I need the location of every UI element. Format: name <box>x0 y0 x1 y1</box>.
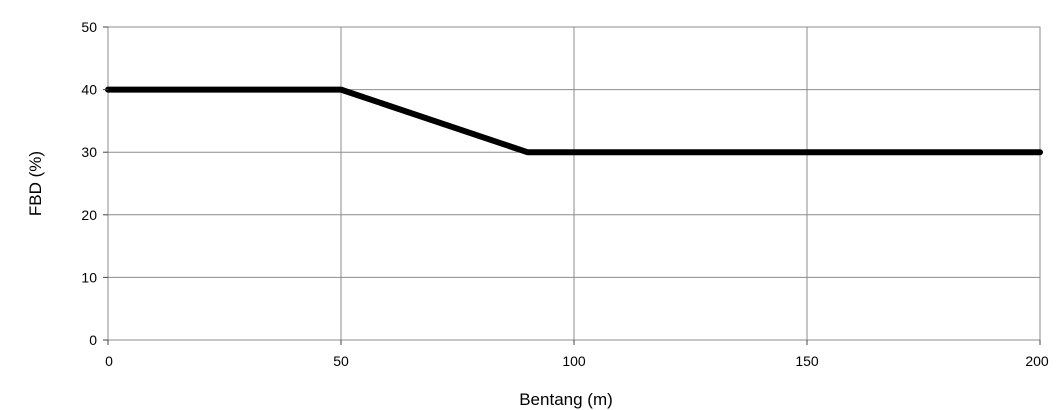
y-tick-label: 50 <box>81 19 97 35</box>
y-tick-label: 30 <box>81 144 97 160</box>
x-axis-title: Bentang (m) <box>519 390 613 409</box>
x-tick-label: 50 <box>333 353 349 369</box>
y-tick-label: 10 <box>81 269 97 285</box>
x-tick-label: 100 <box>562 353 586 369</box>
series-layer <box>105 86 1043 156</box>
y-tick-label: 20 <box>81 207 97 223</box>
fbd-series-line <box>105 86 1043 156</box>
tick-labels: 0 10 20 30 40 50 0 50 100 150 200 <box>81 19 1048 369</box>
y-axis-title: FBD (%) <box>26 151 45 216</box>
grid-lines <box>107 27 1040 341</box>
y-tick-label: 40 <box>81 82 97 98</box>
x-tick-label: 150 <box>795 353 819 369</box>
x-tick-label: 200 <box>1025 353 1049 369</box>
y-tick-label: 0 <box>89 332 97 348</box>
x-tick-label: 0 <box>105 353 113 369</box>
